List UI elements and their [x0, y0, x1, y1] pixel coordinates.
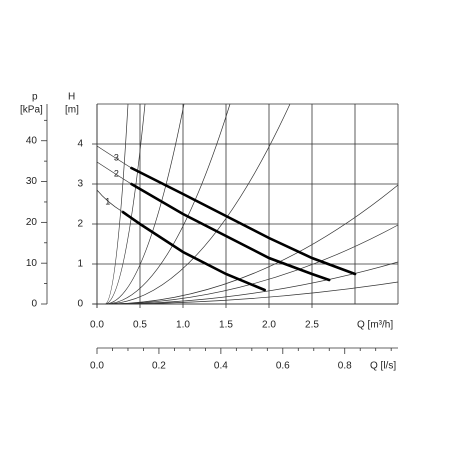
x2-tick-label: 0.2 [152, 361, 166, 372]
y2-tick-label: 10 [26, 258, 38, 269]
pump-curve [130, 182, 331, 282]
curve-label: 2 [114, 168, 119, 178]
x-tick-label: 1.5 [219, 320, 233, 331]
x2-tick-label: 0.0 [90, 361, 104, 372]
y-tick-label: 4 [77, 139, 83, 150]
curve-label: 1 [105, 196, 110, 206]
x2-label: Q [l/s] [370, 361, 396, 372]
x-label: Q [m³/h] [357, 320, 393, 331]
x-tick-label: 1.0 [176, 320, 190, 331]
y2-unit: [kPa] [20, 105, 43, 116]
y2-label: p [32, 92, 38, 103]
y-label: H [68, 92, 75, 103]
system-curves [104, 103, 399, 305]
y-tick-label: 3 [77, 179, 83, 190]
pump-curve [130, 166, 357, 276]
curve-leader [96, 189, 123, 213]
x-tick-label: 2.5 [305, 320, 319, 331]
curve-leader [96, 161, 132, 185]
x-tick-label: 0.0 [90, 320, 104, 331]
y2-tick-label: 0 [31, 299, 37, 310]
x-tick-label: 2.0 [262, 320, 276, 331]
pump-curve [121, 210, 266, 292]
y2-tick-label: 30 [26, 176, 38, 187]
y-tick-label: 1 [77, 259, 83, 270]
x-tick-label: 0.5 [133, 320, 147, 331]
y2-tick-label: 20 [26, 217, 38, 228]
y2-tick-label: 40 [26, 135, 38, 146]
y-tick-label: 0 [77, 299, 83, 310]
x2-tick-label: 0.6 [276, 361, 290, 372]
x2-tick-label: 0.4 [214, 361, 228, 372]
y-unit: [m] [65, 105, 79, 116]
curve-label: 3 [114, 152, 119, 162]
curve-leader [96, 145, 132, 169]
y-tick-label: 2 [77, 219, 83, 230]
x2-tick-label: 0.8 [338, 361, 352, 372]
